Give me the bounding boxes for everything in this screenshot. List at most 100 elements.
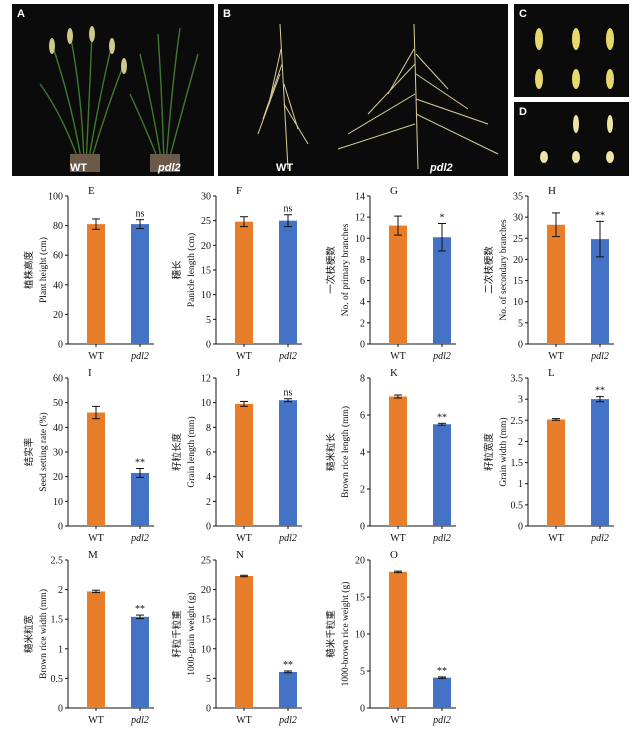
y-axis-label-cn: 穗长	[171, 260, 183, 280]
y-tick-label: 4	[360, 448, 365, 459]
y-tick-label: 10	[201, 644, 211, 655]
photo-panel-c: C	[514, 4, 629, 97]
y-axis-label-cn: 结实率	[23, 437, 35, 466]
x-tick-label: pdl2	[278, 533, 297, 544]
y-tick-label: 0	[360, 522, 365, 533]
x-tick-label: WT	[88, 533, 104, 544]
bar-pdl2	[591, 399, 609, 526]
y-axis-label-en: No. of secondary branches	[498, 219, 509, 321]
y-tick-label: 6	[206, 448, 211, 459]
y-axis-label-cn: 糙米粒长	[325, 433, 337, 472]
y-tick-label: 20	[355, 556, 365, 567]
y-axis-label-en: 1000-brown rice weight (g)	[340, 582, 351, 687]
bar-wt	[87, 591, 105, 708]
panel-label: I	[88, 367, 92, 379]
photo-caption-pdl2: pdl2	[430, 162, 453, 174]
bar-wt	[235, 575, 253, 708]
significance-label: *	[440, 212, 445, 223]
bar-wt	[389, 571, 407, 708]
panel-label: M	[88, 549, 98, 561]
bar-pdl2	[279, 671, 297, 708]
chart-n: N 0 5 10 15 20 25 WT ** pdl2 籽粒千粒重 1000-grain weigh…	[171, 549, 302, 726]
y-tick-label: 0	[58, 340, 63, 351]
y-tick-label: 20	[53, 310, 63, 321]
chart-i: I 0 10 20 30 40 50 60 WT ** pdl2 结实率 Seed setting ra…	[23, 367, 154, 544]
significance-label: ns	[136, 209, 145, 220]
photo-panel-b: B WT pdl2	[218, 4, 508, 176]
bar-pdl2	[279, 400, 297, 526]
x-tick-label: WT	[236, 715, 252, 726]
y-tick-label: 2.5	[511, 416, 524, 427]
y-tick-label: 12	[201, 374, 211, 385]
y-axis-label-cn: 植株高度	[23, 251, 35, 290]
y-tick-label: 8	[360, 255, 365, 266]
chart-l: L 0 0.5 1 1.5 2 2.5 3 3.5 WT ** pdl2 籽粒宽度 Grain width…	[483, 367, 614, 544]
bar-pdl2	[131, 472, 149, 526]
y-tick-label: 15	[201, 266, 211, 277]
y-tick-label: 20	[201, 585, 211, 596]
y-tick-label: 0	[206, 522, 211, 533]
y-tick-label: 2	[360, 318, 365, 329]
y-tick-label: 15	[513, 276, 523, 287]
bar-pdl2	[433, 424, 451, 526]
photo-panel-a: A WT pdl2	[12, 4, 214, 176]
y-axis-label-en: Seed setting rate (%)	[38, 412, 49, 491]
bar-pdl2	[433, 677, 451, 708]
y-tick-label: 1	[58, 644, 63, 655]
y-tick-label: 0	[360, 340, 365, 351]
y-tick-label: 30	[201, 192, 211, 203]
y-tick-label: 10	[355, 630, 365, 641]
bar-pdl2	[279, 220, 297, 344]
y-tick-label: 1.5	[511, 458, 524, 469]
panel-label-c: C	[519, 8, 527, 20]
y-axis-label-en: Brown rice length (mm)	[340, 406, 351, 498]
chart-g: G 0 2 4 6 8 10 12 14 WT * pdl2 一次枝梗数 No. of primary b…	[325, 185, 456, 362]
y-tick-label: 0	[206, 340, 211, 351]
y-axis-label-en: Grain length (mm)	[186, 416, 197, 487]
panel-label: O	[390, 549, 398, 561]
y-tick-label: 10	[201, 290, 211, 301]
y-tick-label: 1.5	[51, 615, 64, 626]
x-tick-label: pdl2	[590, 533, 609, 544]
y-tick-label: 20	[53, 472, 63, 483]
panel-label: E	[88, 185, 95, 197]
x-tick-label: pdl2	[432, 351, 451, 362]
significance-label: **	[135, 458, 145, 469]
x-tick-label: pdl2	[432, 533, 451, 544]
y-tick-label: 2	[518, 437, 523, 448]
bar-pdl2	[433, 237, 451, 344]
chart-h: H 0 5 10 15 20 25 30 35 WT ** pdl2 二次枝梗数 No. of secon…	[483, 185, 614, 362]
y-tick-label: 20	[201, 241, 211, 252]
bar-pdl2	[131, 616, 149, 708]
significance-label: **	[135, 604, 145, 615]
y-tick-label: 5	[518, 318, 523, 329]
panel-label: F	[236, 185, 242, 197]
brown-rice-image	[540, 115, 614, 163]
bar-wt	[547, 224, 565, 344]
panel-label: N	[236, 549, 244, 561]
chart-o: O 0 5 10 15 20 WT ** pdl2 糙米千粒重 1000-brown rice we…	[325, 549, 456, 726]
panel-label-a: A	[17, 8, 25, 20]
y-axis-label-en: Panicle length (cm)	[186, 233, 197, 307]
bar-wt	[235, 221, 253, 344]
y-axis-label-cn: 籽粒千粒重	[171, 610, 183, 658]
y-axis-label-en: Plant height (cm)	[38, 237, 49, 303]
y-tick-label: 100	[48, 192, 63, 203]
x-tick-label: WT	[88, 351, 104, 362]
significance-label: ns	[284, 204, 293, 215]
y-tick-label: 10	[513, 297, 523, 308]
panel-label: H	[548, 185, 556, 197]
y-tick-label: 60	[53, 251, 63, 262]
y-tick-label: 0.5	[511, 500, 524, 511]
y-tick-label: 2.5	[51, 556, 64, 567]
y-tick-label: 3.5	[511, 374, 524, 385]
photo-caption-wt: WT	[276, 162, 294, 174]
x-tick-label: pdl2	[130, 715, 149, 726]
panicles-image	[257, 23, 499, 170]
x-tick-label: pdl2	[432, 715, 451, 726]
y-tick-label: 0	[518, 522, 523, 533]
y-tick-label: 15	[355, 593, 365, 604]
y-tick-label: 0	[206, 704, 211, 715]
y-axis-label-en: Grain width (mm)	[498, 417, 509, 486]
grains-image	[535, 28, 614, 89]
